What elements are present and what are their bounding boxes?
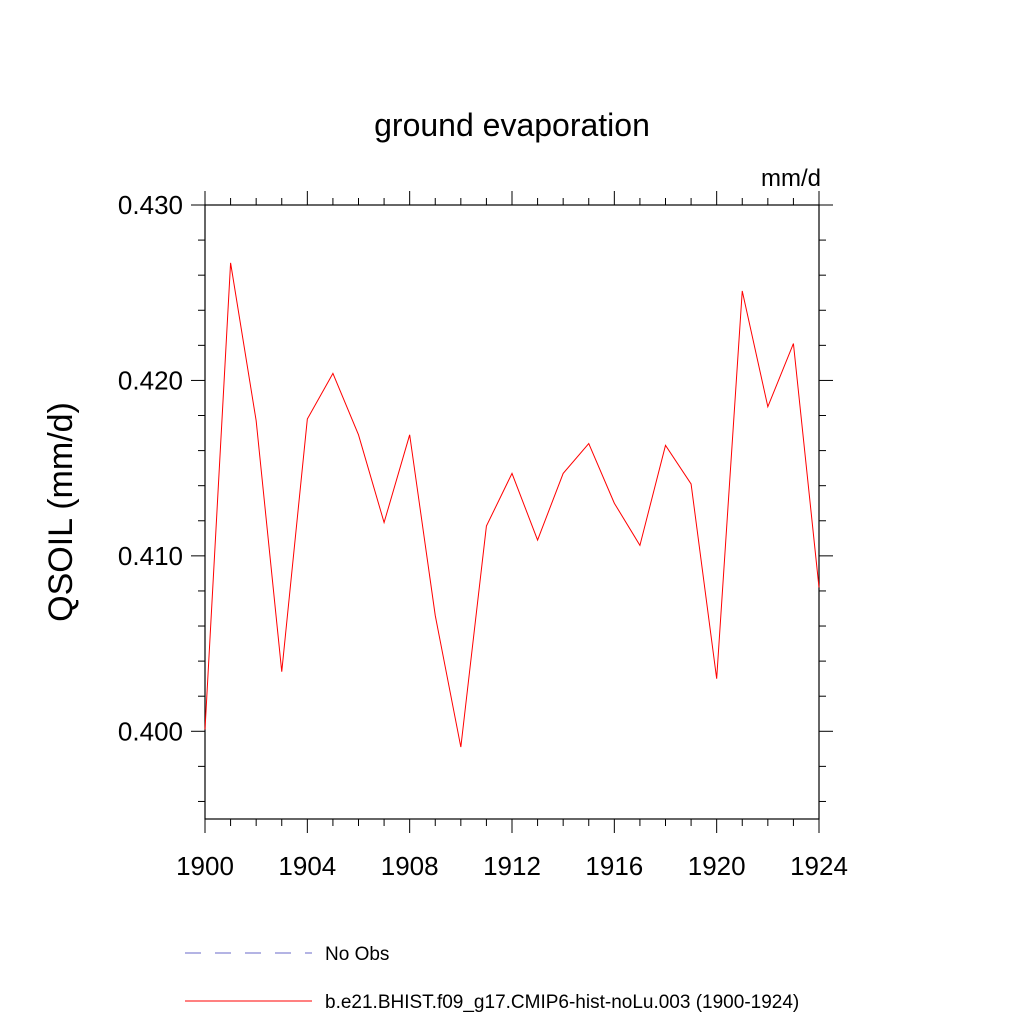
series-layer [204, 262, 820, 748]
y-tick-label: 0.410 [118, 541, 183, 571]
x-tick-label: 1920 [688, 851, 746, 881]
x-tick-label: 1916 [585, 851, 643, 881]
y-axis-label: QSOIL (mm/d) [42, 402, 80, 622]
units-label: mm/d [761, 165, 821, 192]
y-tick-label: 0.430 [118, 190, 183, 220]
x-tick-label: 1908 [381, 851, 439, 881]
x-tick-label: 1900 [176, 851, 234, 881]
legend: No Obs b.e21.BHIST.f09_g17.CMIP6-hist-no… [185, 944, 799, 1013]
chart-title: ground evaporation [374, 107, 650, 143]
series-line-1 [204, 262, 820, 748]
legend-label-hist-nolu: b.e21.BHIST.f09_g17.CMIP6-hist-noLu.003 … [325, 992, 799, 1013]
x-tick-label: 1924 [790, 851, 848, 881]
y-tick-label: 0.420 [118, 365, 183, 395]
plot-frame [204, 204, 820, 820]
x-tick-label: 1912 [483, 851, 541, 881]
legend-label-no-obs: No Obs [325, 944, 389, 965]
x-tick-label: 1904 [278, 851, 336, 881]
axis-ticks: 1900 1904 1908 1912 1916 1920 1924 0.400 0.410 0.… [118, 190, 848, 881]
y-tick-label: 0.400 [118, 716, 183, 746]
